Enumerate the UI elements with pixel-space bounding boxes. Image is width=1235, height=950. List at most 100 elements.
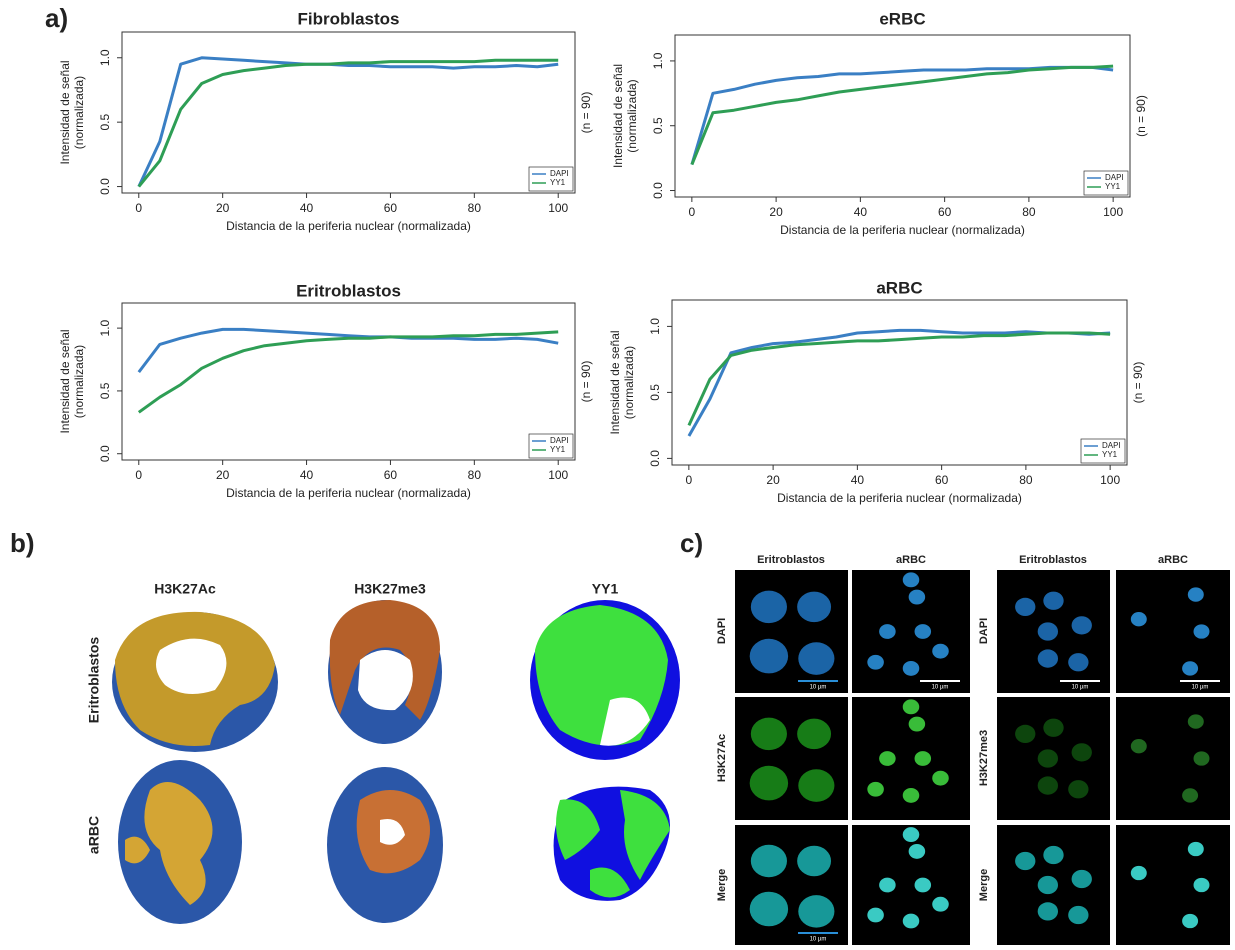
scale-bar-label: 10 µm <box>810 685 827 691</box>
row-label: H3K27me3 <box>978 730 990 786</box>
scale-bar-label: 10 µm <box>1192 685 1209 691</box>
nucleus <box>750 844 787 878</box>
nucleus <box>1193 877 1210 893</box>
nucleus <box>749 638 789 674</box>
row-label: Eritroblastos <box>86 637 102 724</box>
micrograph <box>1116 570 1230 693</box>
cell-map <box>530 600 680 760</box>
y-axis-label: (normalizada) <box>625 79 639 152</box>
row-label: Merge <box>978 869 990 901</box>
row-label: aRBC <box>86 816 102 854</box>
x-tick-label: 0 <box>135 201 142 215</box>
nucleus <box>1071 616 1092 635</box>
nucleus <box>749 765 789 801</box>
y-tick-label: 1.0 <box>98 49 112 66</box>
y-tick-label: 0.5 <box>651 117 665 134</box>
nucleus <box>1193 624 1210 639</box>
nucleus <box>750 590 787 624</box>
legend-label: YY1 <box>1102 450 1118 459</box>
legend-label: DAPI <box>1105 173 1124 182</box>
y-tick-label: 0.0 <box>651 182 665 199</box>
nucleus <box>1015 851 1036 871</box>
y-axis-label: Intensidad de señal <box>58 329 72 433</box>
y-axis-label: (normalizada) <box>72 345 86 418</box>
x-tick-label: 60 <box>384 201 398 215</box>
nucleus <box>932 770 949 786</box>
x-tick-label: 40 <box>300 468 314 482</box>
series-line <box>687 331 1111 427</box>
chart: Fibroblastos 0 20 40 60 80 100 0.0 0.5 1.0 Distanc… <box>58 9 593 233</box>
scale-bar-label: 10 µm <box>932 685 949 691</box>
nucleus <box>1068 905 1089 925</box>
x-tick-label: 80 <box>1022 205 1036 219</box>
nucleus <box>914 624 932 639</box>
y-tick-label: 0.0 <box>98 445 112 462</box>
nucleus <box>797 591 832 623</box>
cell-map <box>553 786 670 901</box>
y-tick-label: 1.0 <box>651 52 665 69</box>
y-tick-label: 0.5 <box>98 382 112 399</box>
column-label: H3K27Ac <box>154 581 216 597</box>
chart: aRBC 0 20 40 60 80 100 0.0 0.5 1.0 Distancia de la… <box>608 278 1145 505</box>
nucleus <box>1182 661 1199 676</box>
nucleus <box>902 660 920 676</box>
nucleus <box>797 845 832 877</box>
nucleus <box>908 589 926 605</box>
sample-note: (n = 90) <box>1134 95 1148 137</box>
plot-frame <box>121 31 576 194</box>
x-tick-label: 40 <box>300 201 314 215</box>
series-line <box>137 330 559 414</box>
series-line <box>137 327 559 374</box>
nucleus <box>902 699 920 715</box>
legend-label: DAPI <box>1102 441 1121 450</box>
nucleus <box>1037 749 1059 768</box>
y-axis-label: Intensidad de señal <box>608 330 622 434</box>
nucleus <box>798 895 835 928</box>
nucleus <box>902 913 920 929</box>
chart: Eritroblastos 0 20 40 60 80 100 0.0 0.5 1.0 Distan… <box>58 281 593 500</box>
nucleus <box>798 769 835 802</box>
micrograph <box>735 697 848 820</box>
nucleus <box>1037 776 1059 795</box>
nucleus <box>1130 612 1147 627</box>
y-axis-label: (normalizada) <box>622 346 636 419</box>
panel-label: a) <box>45 3 68 33</box>
x-axis-label: Distancia de la periferia nuclear (norma… <box>226 486 471 500</box>
nucleus <box>867 654 884 670</box>
series-line <box>690 65 1114 166</box>
series-line <box>137 58 559 188</box>
nucleus <box>1187 841 1204 857</box>
row-label: Merge <box>716 869 728 901</box>
legend-label: DAPI <box>550 436 569 445</box>
nucleus <box>902 827 920 843</box>
micrograph <box>735 825 848 945</box>
x-axis-label: Distancia de la periferia nuclear (norma… <box>226 219 471 233</box>
nucleus <box>1182 788 1199 803</box>
nucleus <box>1015 597 1036 617</box>
x-tick-label: 20 <box>766 473 780 487</box>
legend-box <box>1083 170 1129 196</box>
chart-title: eRBC <box>879 9 925 28</box>
legend-label: YY1 <box>1105 182 1121 191</box>
y-tick-label: 0.5 <box>648 384 662 401</box>
panel-label: c) <box>680 528 703 558</box>
cell-map <box>327 767 443 923</box>
x-tick-label: 20 <box>216 468 230 482</box>
x-axis-label: Distancia de la periferia nuclear (norma… <box>777 491 1022 505</box>
x-tick-label: 60 <box>935 473 949 487</box>
x-tick-label: 60 <box>384 468 398 482</box>
nucleus <box>1187 587 1204 602</box>
nucleus <box>797 718 832 750</box>
x-tick-label: 100 <box>1103 205 1123 219</box>
y-tick-label: 1.0 <box>648 318 662 335</box>
nucleus <box>879 624 896 639</box>
x-tick-label: 40 <box>854 205 868 219</box>
legend-box <box>528 433 574 459</box>
chart-title: aRBC <box>876 278 922 297</box>
x-tick-label: 20 <box>216 201 230 215</box>
nucleus <box>798 642 835 675</box>
nucleus <box>1043 845 1064 865</box>
nucleus <box>914 751 932 766</box>
x-axis-label: Distancia de la periferia nuclear (norma… <box>780 223 1025 237</box>
column-label: YY1 <box>592 581 619 597</box>
